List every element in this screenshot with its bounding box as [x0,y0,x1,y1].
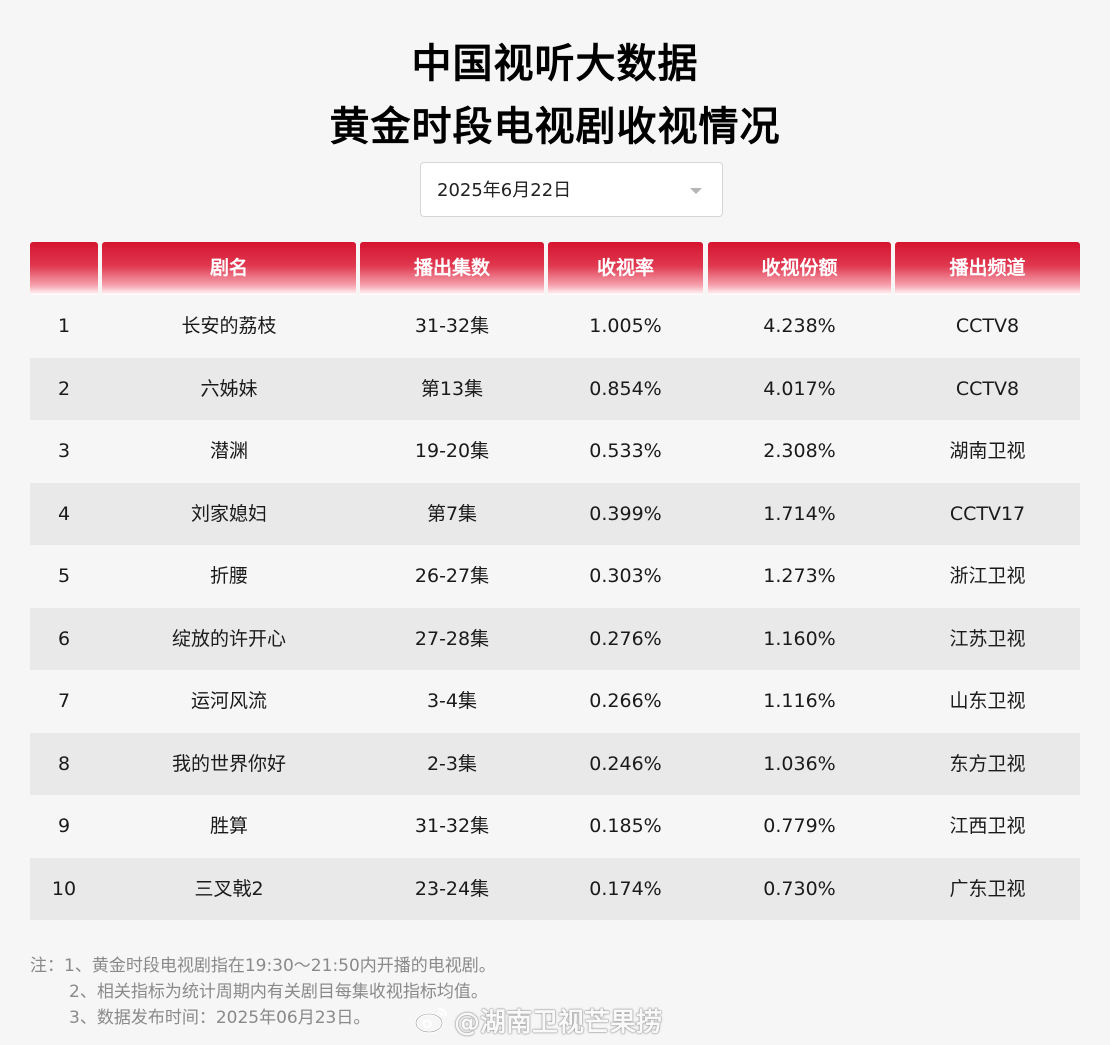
cell-rating: 0.276% [589,627,662,650]
table-row: 3 潜渊 19-20集 0.533% 2.308% 湖南卫视 [30,420,1080,483]
cell-name: 刘家媳妇 [190,502,267,525]
cell-name: 六姊妹 [200,377,258,400]
cell-share: 1.036% [763,752,836,775]
column-header-episodes: 播出集数 [360,242,544,295]
column-header-rank [30,242,98,295]
table-body: 1 长安的荔枝 31-32集 1.005% 4.238% CCTV8 2 六姊妹 第13集 0.8… [30,295,1080,920]
table-row: 5 折腰 26-27集 0.303% 1.273% 浙江卫视 [30,545,1080,608]
cell-share: 0.730% [763,877,836,900]
cell-share: 4.017% [763,377,836,400]
cell-rank: 9 [57,815,71,837]
table-row: 2 六姊妹 第13集 0.854% 4.017% CCTV8 [30,357,1080,420]
page-subtitle: 黄金时段电视剧收视情况 [329,104,781,150]
cell-channel: CCTV17 [949,502,1026,525]
cell-rating: 0.533% [589,440,662,462]
footnote-1: 注：1、黄金时段电视剧指在19:30～21:50内开播的电视剧。 [30,956,496,976]
cell-channel: 江西卫视 [949,815,1026,837]
cell-rank: 10 [51,877,77,900]
table-row: 1 长安的荔枝 31-32集 1.005% 4.238% CCTV8 [30,295,1080,358]
cell-episodes: 19-20集 [414,440,490,462]
cell-share: 1.116% [763,690,836,712]
cell-name: 绽放的许开心 [171,627,286,650]
cell-rank: 5 [57,565,71,587]
cell-share: 1.160% [763,627,836,650]
cell-episodes: 31-32集 [414,815,490,837]
cell-name: 长安的荔枝 [181,315,277,337]
cell-episodes: 2-3集 [426,752,478,775]
cell-name: 运河风流 [190,690,267,712]
column-header-channel: 播出频道 [895,242,1080,295]
cell-rating: 0.266% [589,690,662,712]
date-select[interactable]: 2025年6月22日 [420,162,723,217]
table-row: 10 三叉戟2 23-24集 0.174% 0.730% 广东卫视 [30,857,1080,920]
cell-episodes: 第7集 [426,502,478,525]
cell-channel: 江苏卫视 [949,627,1026,650]
page-title: 中国视听大数据 [411,41,699,87]
cell-share: 2.308% [763,440,836,462]
table-row: 6 绽放的许开心 27-28集 0.276% 1.160% 江苏卫视 [30,607,1080,670]
cell-channel: 浙江卫视 [949,565,1026,587]
ratings-table: 剧名 播出集数 收视率 收视份额 播出频道 1 长安的荔枝 31-32集 1.005%… [30,242,1080,920]
cell-rating: 0.399% [589,502,662,525]
watermark-text: @湖南卫视芒果捞 [454,1007,663,1038]
cell-share: 1.714% [763,502,836,525]
cell-rating: 0.303% [589,565,662,587]
table-row: 9 胜算 31-32集 0.185% 0.779% 江西卫视 [30,795,1080,858]
table-row: 4 刘家媳妇 第7集 0.399% 1.714% CCTV17 [30,482,1080,545]
column-header-rating: 收视率 [548,242,703,295]
cell-channel: 山东卫视 [949,690,1026,712]
cell-name: 我的世界你好 [171,752,286,775]
cell-rank: 4 [57,502,71,525]
cell-rank: 8 [57,752,71,775]
cell-episodes: 23-24集 [414,877,490,900]
watermark: @湖南卫视芒果捞 [414,1000,662,1040]
cell-rank: 7 [57,690,71,712]
cell-share: 1.273% [763,565,836,587]
cell-rank: 6 [57,627,71,650]
column-header-name: 剧名 [102,242,356,295]
cell-rank: 1 [57,315,71,337]
footnote-3: 3、数据发布时间：2025年06月23日。 [69,1008,371,1028]
footnotes: 注：1、黄金时段电视剧指在19:30～21:50内开播的电视剧。 2、相关指标为… [30,953,496,1031]
table-header: 剧名 播出集数 收视率 收视份额 播出频道 [30,242,1080,295]
cell-channel: 湖南卫视 [949,440,1026,462]
cell-name: 折腰 [209,565,248,587]
cell-rank: 3 [57,440,71,462]
chevron-down-icon [690,188,702,194]
cell-rank: 2 [57,377,71,400]
table-row: 8 我的世界你好 2-3集 0.246% 1.036% 东方卫视 [30,732,1080,795]
cell-episodes: 27-28集 [414,627,490,650]
cell-episodes: 第13集 [420,377,484,400]
column-header-share: 收视份额 [708,242,891,295]
cell-rating: 0.246% [589,752,662,775]
cell-channel: 东方卫视 [949,752,1026,775]
footnote-2: 2、相关指标为统计周期内有关剧目每集收视指标均值。 [69,982,488,1002]
table-row: 7 运河风流 3-4集 0.266% 1.116% 山东卫视 [30,670,1080,733]
cell-episodes: 26-27集 [414,565,490,587]
cell-share: 4.238% [763,315,836,337]
cell-episodes: 3-4集 [426,690,478,712]
cell-rating: 0.854% [589,377,662,400]
date-select-value: 2025年6月22日 [437,180,572,201]
cell-rating: 1.005% [589,315,662,337]
cell-name: 胜算 [209,815,248,837]
cell-rating: 0.174% [589,877,662,900]
weibo-icon [414,1007,448,1034]
cell-channel: CCTV8 [955,377,1020,400]
cell-name: 潜渊 [209,440,248,462]
cell-name: 三叉戟2 [194,877,264,900]
cell-share: 0.779% [763,815,836,837]
cell-rating: 0.185% [589,815,662,837]
cell-channel: CCTV8 [955,315,1020,337]
cell-episodes: 31-32集 [414,315,490,337]
cell-channel: 广东卫视 [949,877,1026,900]
